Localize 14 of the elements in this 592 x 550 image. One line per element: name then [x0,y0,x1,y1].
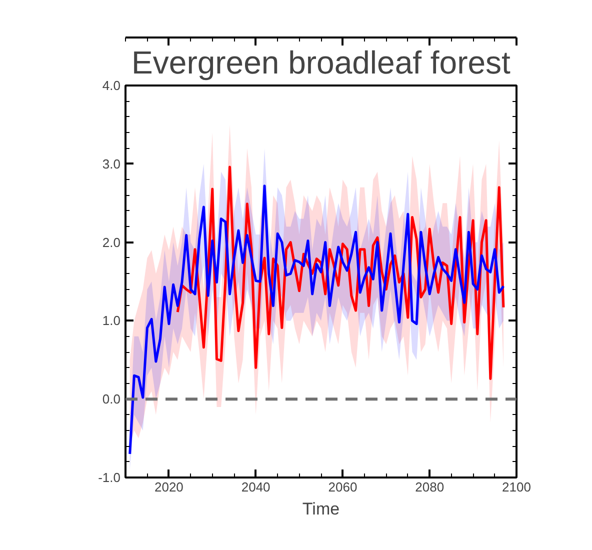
y-tick-label: 4.0 [102,78,121,93]
x-axis-title: Time [302,500,340,518]
line-series [128,184,505,456]
y-tick-label: 1.0 [102,313,121,328]
x-tick-label: 2020 [154,480,184,494]
y-tick-label: 3.0 [102,156,121,172]
y-tick-label: -1.0 [98,470,121,485]
x-tick-label: 2060 [328,480,358,494]
chart-title: Evergreen broadleaf forest [132,44,511,80]
y-tick-label: 2.0 [102,234,121,250]
x-tick-label: 2100 [502,480,531,494]
y-tick-label: 0.0 [102,392,121,407]
x-tick-label: 2040 [241,480,270,494]
x-tick-label: 2080 [415,480,444,494]
